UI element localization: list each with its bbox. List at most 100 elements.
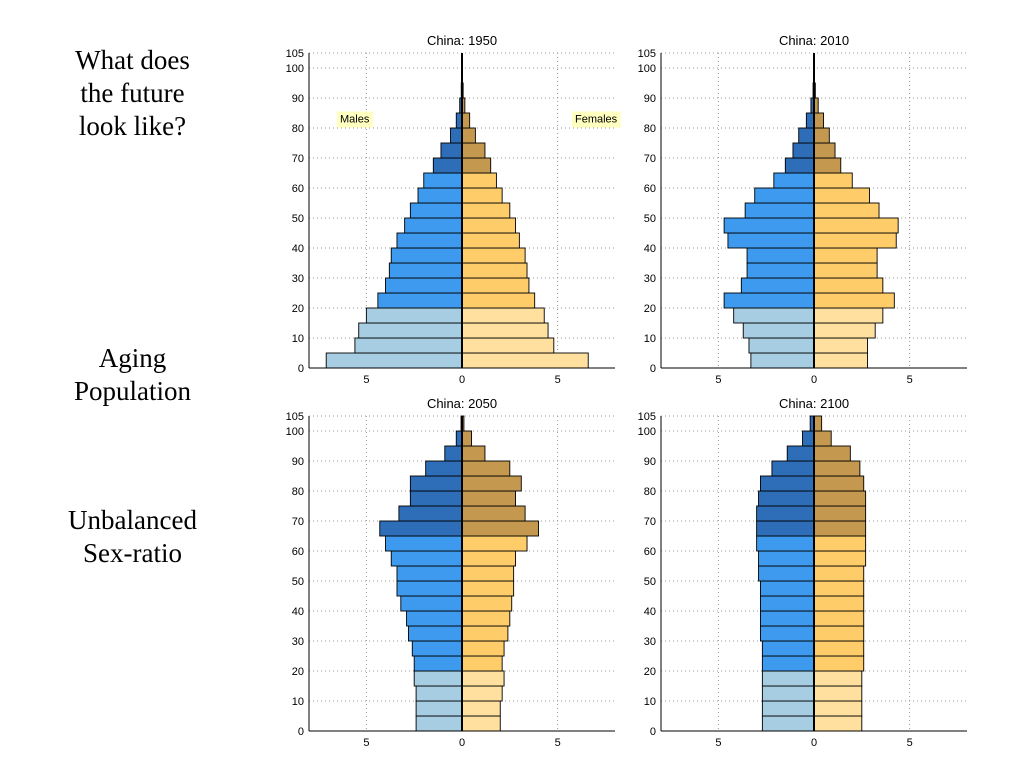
male-bar: [385, 277, 463, 294]
female-bar: [461, 610, 511, 627]
male-bar: [415, 685, 463, 702]
side-text-aging: Aging Population: [20, 342, 245, 408]
female-bar: [461, 232, 520, 249]
male-bar: [760, 580, 815, 597]
female-bar: [461, 247, 526, 264]
female-bar: [461, 460, 511, 477]
female-bar: [813, 232, 897, 249]
y-tick-label: 80: [292, 123, 304, 135]
male-bar: [784, 157, 815, 174]
male-bar: [748, 337, 815, 354]
female-bar: [813, 445, 851, 462]
male-bar: [413, 655, 463, 672]
male-bar: [415, 715, 463, 732]
female-bar: [461, 700, 501, 717]
x-tick-label: 0: [811, 374, 817, 386]
female-bar: [813, 625, 865, 642]
y-tick-label: 50: [644, 213, 656, 225]
female-bar: [461, 292, 536, 309]
y-tick-label: 30: [644, 636, 656, 648]
side-text-line: Unbalanced: [68, 505, 197, 535]
female-bar: [813, 337, 868, 354]
side-text-line: Sex-ratio: [83, 538, 182, 568]
y-tick-label: 50: [292, 213, 304, 225]
chart-title: China: 2050: [427, 396, 497, 411]
male-bar: [754, 187, 815, 204]
female-bar: [813, 535, 867, 552]
side-text-line: What does: [75, 45, 190, 75]
female-bar: [813, 475, 865, 492]
female-bar: [813, 307, 884, 324]
x-tick-label: 5: [555, 374, 561, 386]
male-bar: [450, 127, 463, 144]
male-bar: [746, 247, 815, 264]
y-tick-label: 10: [292, 333, 304, 345]
male-bar: [423, 172, 463, 189]
y-tick-label: 80: [644, 486, 656, 498]
female-bar: [461, 505, 526, 522]
female-bar: [813, 217, 899, 234]
male-bar: [354, 337, 463, 354]
female-bar: [461, 337, 555, 354]
y-tick-label: 100: [638, 63, 656, 75]
male-bar: [802, 430, 815, 447]
female-bar: [813, 277, 884, 294]
y-tick-label: 20: [644, 303, 656, 315]
legend-males-label: Males: [340, 114, 370, 126]
y-tick-label: 90: [292, 456, 304, 468]
female-bar: [461, 112, 471, 129]
legend-females-label: Females: [575, 114, 618, 126]
female-bar: [461, 550, 516, 567]
chart-title: China: 1950: [427, 33, 497, 48]
x-tick-label: 5: [363, 737, 369, 749]
male-bar: [744, 202, 815, 219]
female-bar: [461, 217, 516, 234]
female-bar: [813, 352, 868, 369]
male-bar: [390, 247, 463, 264]
female-bar: [461, 307, 545, 324]
female-bar: [813, 430, 832, 447]
male-bar: [740, 277, 815, 294]
female-bar: [461, 715, 501, 732]
female-bar: [813, 700, 863, 717]
male-bar: [805, 112, 815, 129]
y-tick-label: 80: [292, 486, 304, 498]
y-tick-label: 20: [292, 666, 304, 678]
male-bar: [786, 445, 815, 462]
female-bar: [461, 262, 528, 279]
female-bar: [461, 430, 473, 447]
female-bar: [461, 535, 528, 552]
male-bar: [758, 550, 815, 567]
male-bar: [365, 307, 463, 324]
y-tick-label: 0: [650, 363, 656, 375]
male-bar: [409, 490, 463, 507]
female-bar: [813, 610, 865, 627]
male-bar: [409, 475, 463, 492]
y-tick-label: 100: [638, 426, 656, 438]
y-tick-label: 100: [286, 63, 304, 75]
female-bar: [813, 565, 865, 582]
male-bar: [404, 217, 463, 234]
male-bar: [733, 307, 815, 324]
male-bar: [390, 550, 463, 567]
male-bar: [388, 262, 463, 279]
female-bar: [461, 640, 505, 657]
legend-males-box: [337, 111, 373, 128]
male-bar: [756, 505, 815, 522]
x-tick-label: 5: [715, 737, 721, 749]
side-text-future: What does the future look like?: [20, 44, 245, 143]
female-bar: [813, 247, 878, 264]
female-bar: [461, 565, 515, 582]
y-tick-label: 0: [650, 726, 656, 738]
female-bar: [813, 202, 880, 219]
female-bar: [461, 685, 503, 702]
y-tick-label: 40: [644, 243, 656, 255]
male-bar: [756, 535, 815, 552]
male-bar: [398, 505, 463, 522]
x-tick-label: 5: [715, 374, 721, 386]
male-bar: [761, 715, 815, 732]
female-bar: [461, 322, 549, 339]
